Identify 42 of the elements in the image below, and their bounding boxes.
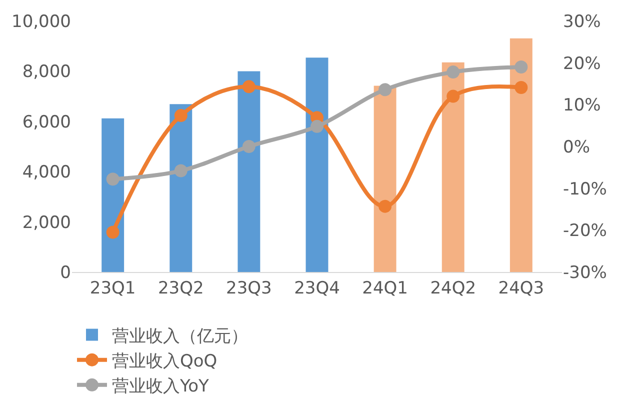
x-tick-label: 23Q1 [90, 278, 136, 298]
point [514, 81, 528, 94]
y2-tick-label: 20% [563, 54, 601, 74]
y-tick-label: 2,000 [22, 212, 71, 233]
y-tick-label: 8,000 [22, 62, 71, 82]
point [106, 226, 120, 239]
point [514, 60, 528, 74]
bar [170, 104, 192, 272]
x-tick-label: 24Q2 [430, 278, 476, 298]
y2-tick-label: -20% [563, 221, 607, 242]
y-tick-label: 4,000 [22, 162, 71, 183]
y-tick-label: 6,000 [22, 112, 71, 132]
point [310, 120, 324, 133]
point [174, 109, 188, 122]
x-tick-label: 24Q1 [362, 278, 408, 298]
point [378, 83, 392, 96]
y2-tick-label: 0% [563, 137, 590, 158]
bar [510, 38, 532, 272]
legend-label: 营业收入QoQ [112, 351, 218, 372]
legend-label: 营业收入（亿元） [112, 326, 248, 346]
x-tick-label: 24Q3 [498, 278, 544, 298]
bar [238, 71, 260, 272]
point [242, 80, 256, 94]
x-tick-label: 23Q4 [294, 278, 340, 298]
y2-tick-label: -10% [563, 179, 607, 200]
point [378, 200, 392, 213]
y-tick-label: 0 [60, 262, 71, 283]
bar [442, 62, 464, 272]
bar [306, 58, 328, 272]
x-tick-label: 23Q3 [226, 278, 272, 298]
point [174, 164, 188, 178]
point [446, 66, 460, 79]
point [242, 140, 256, 153]
y-tick-label: 10,000 [12, 12, 71, 32]
bar [374, 86, 396, 272]
legend-label: 营业收入YoY [112, 376, 210, 397]
y2-tick-label: 10% [563, 96, 601, 116]
y2-tick-label: -30% [563, 262, 607, 283]
point [446, 90, 460, 103]
y2-tick-label: 30% [563, 12, 601, 32]
point [106, 172, 120, 186]
x-tick-label: 23Q2 [158, 278, 204, 298]
